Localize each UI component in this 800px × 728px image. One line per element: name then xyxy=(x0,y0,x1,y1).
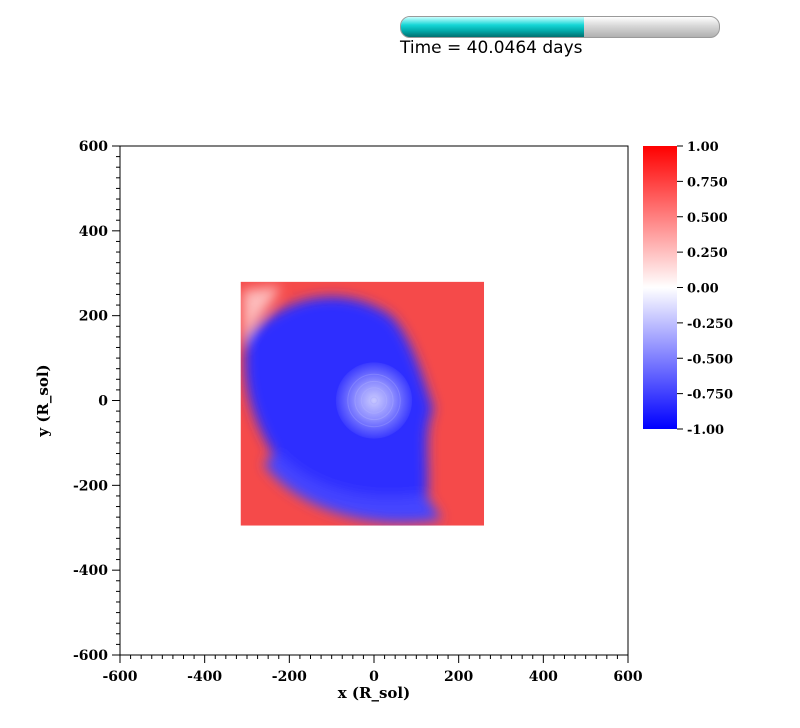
colorbar-tick-label: 0.500 xyxy=(687,211,728,226)
colorbar-tick-label: 0.00 xyxy=(687,282,719,297)
x-tick-label: -400 xyxy=(187,669,222,685)
y-tick-label: 0 xyxy=(98,394,108,410)
x-tick-label: -600 xyxy=(102,669,137,685)
core-ring xyxy=(370,396,378,405)
colorbar-tick-label: -0.500 xyxy=(687,352,733,367)
blue-region-arm xyxy=(263,451,442,523)
density-field xyxy=(240,281,485,526)
colorbar-tick-label: -1.00 xyxy=(687,423,724,438)
time-progress-fill xyxy=(401,17,584,37)
x-tick-label: 600 xyxy=(613,669,642,685)
time-label: Time = 40.0464 days xyxy=(400,38,583,58)
core-rings xyxy=(347,373,401,428)
x-axis: -600 -400 -200 0 200 400 600 xyxy=(102,655,643,685)
x-tick-label: 200 xyxy=(444,669,473,685)
time-progress-bar xyxy=(400,16,720,38)
core-ring xyxy=(360,387,388,414)
colorbar-tick-label: 0.250 xyxy=(687,246,728,261)
y-tick-label: 600 xyxy=(79,139,108,155)
y-axis-label: y (R_sol) xyxy=(34,364,52,437)
core-ring xyxy=(347,373,401,428)
colorbar-tick-label: 1.00 xyxy=(687,140,719,155)
x-tick-label: -200 xyxy=(272,669,307,685)
x-axis-label: x (R_sol) xyxy=(338,684,410,702)
y-tick-label: -200 xyxy=(73,478,108,494)
core-swirl xyxy=(335,362,413,439)
core-ring xyxy=(365,392,383,409)
x-tick-label: 0 xyxy=(369,669,379,685)
y-tick-label: 200 xyxy=(79,309,108,325)
y-tick-label: -600 xyxy=(73,648,108,664)
colorbar-tick-label: -0.750 xyxy=(687,388,733,403)
colorbar-ticks: 1.00 0.750 0.500 0.250 0.00 -0.250 -0.500 -0.75… xyxy=(677,140,733,438)
core-ring xyxy=(354,380,394,421)
colorbar-tick-label: 0.750 xyxy=(687,175,728,190)
y-axis: -600 -400 -200 0 200 400 600 xyxy=(73,139,120,664)
x-tick-label: 400 xyxy=(529,669,558,685)
y-tick-label: 400 xyxy=(79,224,108,240)
colorbar xyxy=(643,146,677,429)
white-transition xyxy=(242,286,281,350)
y-tick-label: -400 xyxy=(73,563,108,579)
colorbar-tick-label: -0.250 xyxy=(687,317,733,332)
